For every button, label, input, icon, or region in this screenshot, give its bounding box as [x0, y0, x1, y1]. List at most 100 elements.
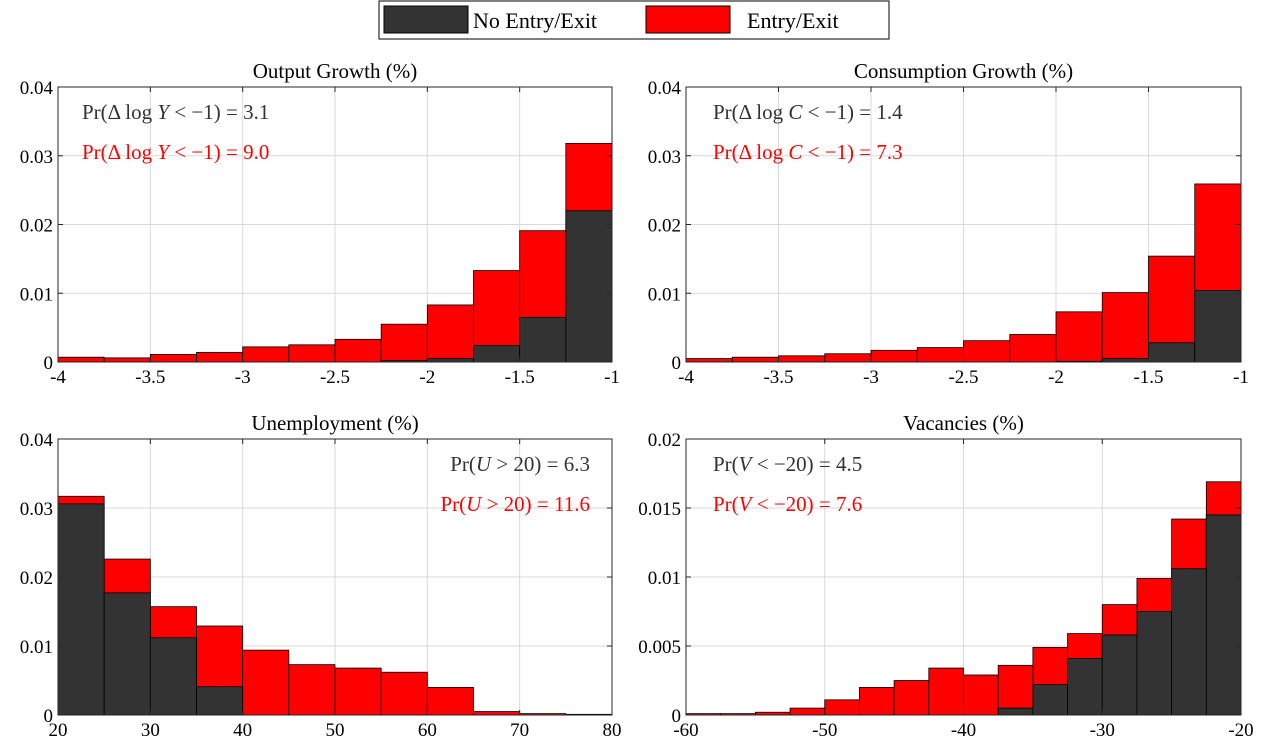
x-tick-label: -3.5: [763, 367, 793, 388]
bar: [789, 707, 826, 716]
y-tick-label: 0.01: [20, 284, 53, 305]
series-no-entry-exit: [1055, 290, 1242, 363]
bar: [57, 503, 105, 716]
x-tick-label: 20: [49, 720, 68, 741]
bar: [149, 637, 197, 716]
bar: [196, 351, 244, 363]
x-tick-label: -1.5: [1133, 367, 1163, 388]
x-tick-label: -2: [1048, 367, 1064, 388]
bar: [334, 338, 382, 363]
y-tick-label: 0.01: [648, 568, 681, 589]
bar: [997, 707, 1034, 716]
bar: [334, 667, 382, 716]
bar: [426, 304, 474, 363]
bar: [1067, 658, 1103, 716]
bar: [288, 344, 336, 363]
bar: [380, 323, 428, 363]
bar: [685, 358, 733, 363]
x-tick-label: -2.5: [948, 367, 978, 388]
x-tick-label: 40: [233, 720, 252, 741]
panel-title: Consumption Growth (%): [854, 59, 1073, 83]
bar: [1171, 568, 1207, 716]
bar: [963, 674, 999, 716]
y-tick-label: 0.04: [648, 78, 682, 99]
bar: [288, 664, 336, 716]
x-tick-label: 30: [141, 720, 160, 741]
y-tick-label: 0.01: [648, 284, 681, 305]
legend-swatch-0: [383, 5, 469, 34]
legend-swatch-1: [645, 5, 731, 34]
panel-2: -4 -3.5 -3 -2.5 -2 -1.5 -1 0 0.01 0.02 0.03 0.04 Con…: [648, 59, 1249, 388]
y-tick-label: 0.03: [20, 147, 53, 168]
annotation-entry-exit: Pr(U > 20) = 11.6: [441, 492, 591, 516]
bar: [731, 356, 779, 363]
x-tick-label: -3: [235, 367, 251, 388]
x-tick-label: 50: [326, 720, 345, 741]
annotation-entry-exit: Pr(V < −20) = 7.6: [713, 492, 862, 516]
y-tick-label: 0: [44, 353, 54, 374]
y-tick-label: 0.04: [20, 78, 54, 99]
x-tick-label: -2.5: [320, 367, 350, 388]
y-tick-label: 0.015: [638, 499, 681, 520]
annotation-entry-exit: Pr(Δ log C < −1) = 7.3: [713, 140, 903, 164]
panel-4: -60 -50 -40 -30 -20 0 0.005 0.01 0.015 0.02 Vacanc…: [638, 411, 1253, 741]
y-tick-label: 0.02: [648, 430, 681, 451]
panels: -4 -3.5 -3 -2.5 -2 -1.5 -1 0 0.01 0.02 0.03 0.04 Out…: [20, 59, 1254, 741]
bar: [997, 664, 1034, 716]
panel-title: Unemployment (%): [251, 411, 418, 435]
bar: [1205, 514, 1242, 716]
x-tick-label: -3: [863, 367, 879, 388]
x-tick-label: -4: [50, 367, 66, 388]
annotation-entry-exit: Pr(Δ log Y < −1) = 9.0: [82, 140, 269, 164]
bar: [893, 680, 930, 716]
x-tick-label: -50: [812, 720, 837, 741]
x-tick-label: -1.5: [505, 367, 535, 388]
annotation-no-entry-exit: Pr(V < −20) = 4.5: [713, 452, 862, 476]
x-tick-label: -20: [1228, 720, 1253, 741]
x-tick-label: -3.5: [135, 367, 165, 388]
bar: [380, 671, 428, 716]
bar: [824, 699, 860, 716]
y-tick-label: 0.02: [648, 216, 681, 237]
x-tick-label: -60: [673, 720, 698, 741]
series-no-entry-exit: [380, 210, 613, 363]
bar: [1032, 684, 1068, 716]
series-no-entry-exit: [57, 503, 244, 716]
y-tick-label: 0.04: [20, 430, 54, 451]
bar: [426, 358, 474, 363]
x-tick-label: -1: [1233, 367, 1249, 388]
bar: [824, 353, 872, 363]
x-tick-label: -2: [419, 367, 435, 388]
y-tick-label: 0: [672, 706, 682, 727]
x-tick-label: 80: [603, 720, 622, 741]
bar: [242, 346, 290, 363]
bar: [57, 356, 105, 363]
bar: [1101, 358, 1149, 363]
series-no-entry-exit: [997, 514, 1242, 716]
x-tick-label: -4: [678, 367, 694, 388]
bar: [196, 686, 244, 716]
bar: [426, 687, 474, 716]
bar: [565, 210, 613, 363]
bar: [1194, 290, 1242, 363]
bar: [1148, 342, 1196, 363]
bar: [473, 345, 521, 363]
bar: [1009, 334, 1057, 363]
legend-label-0: No Entry/Exit: [473, 8, 597, 33]
x-tick-label: -1: [604, 367, 620, 388]
annotation-no-entry-exit: Pr(Δ log C < −1) = 1.4: [713, 100, 903, 124]
y-tick-label: 0.03: [648, 147, 681, 168]
bar: [1101, 292, 1149, 363]
y-tick-label: 0: [44, 706, 54, 727]
bar: [103, 357, 151, 363]
bar: [928, 667, 964, 716]
y-tick-label: 0.02: [20, 216, 53, 237]
y-tick-label: 0.02: [20, 568, 53, 589]
bar: [859, 687, 895, 716]
bar: [963, 340, 1011, 363]
y-tick-label: 0.005: [638, 637, 681, 658]
bar: [473, 711, 521, 716]
annotation-no-entry-exit: Pr(U > 20) = 6.3: [450, 452, 590, 476]
y-tick-label: 0: [672, 353, 682, 374]
